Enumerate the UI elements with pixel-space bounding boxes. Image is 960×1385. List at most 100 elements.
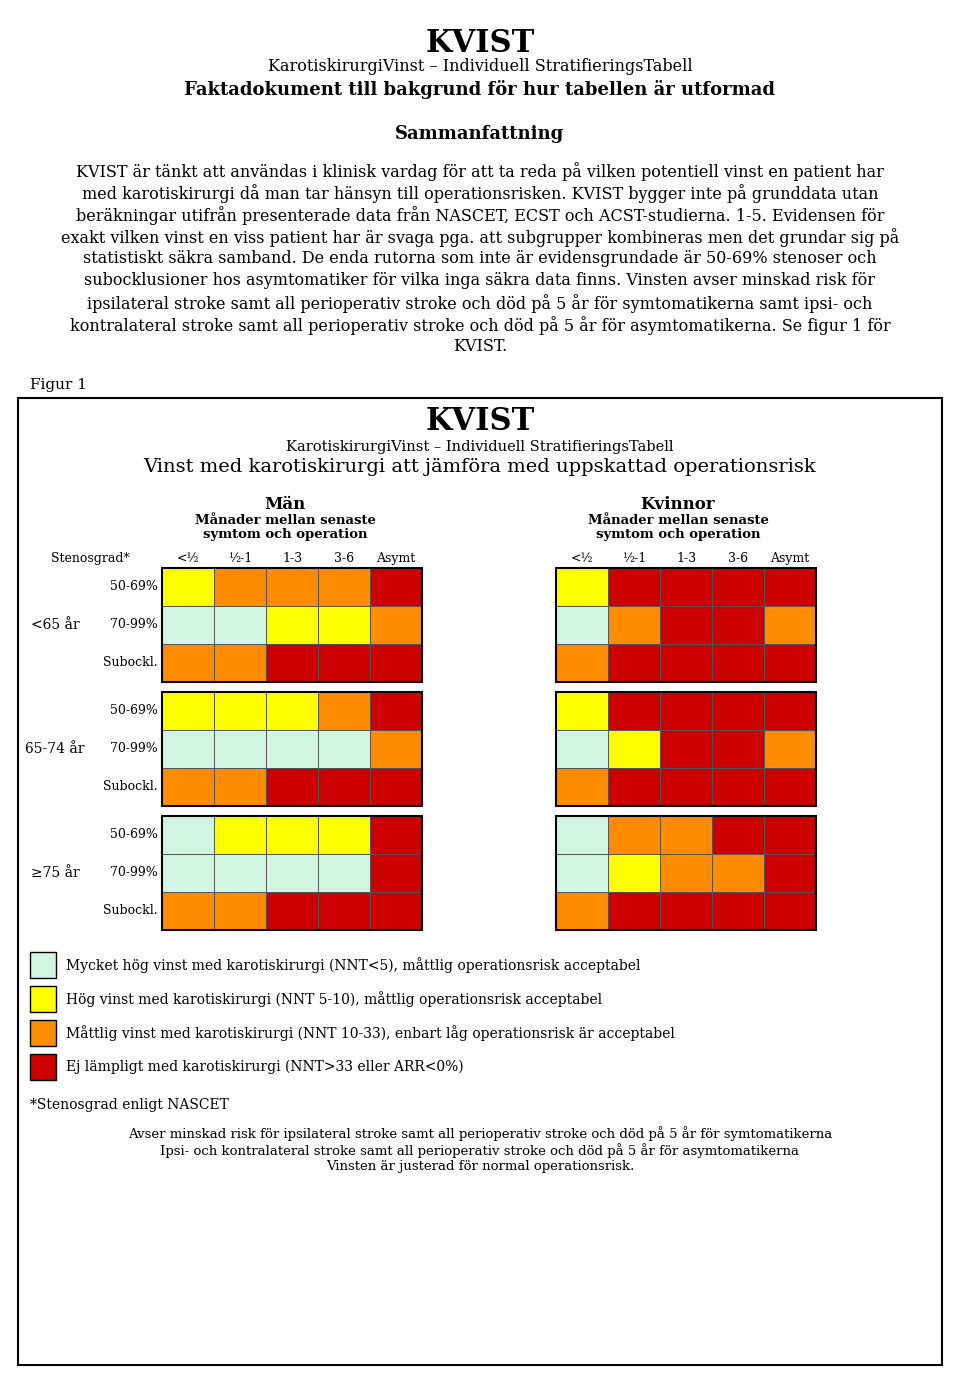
Bar (712, 816, 764, 855)
Bar (370, 816, 422, 855)
Bar (318, 644, 370, 681)
Text: <65 år: <65 år (31, 618, 80, 632)
Bar (162, 692, 214, 730)
Bar (318, 892, 370, 929)
Text: Hög vinst med karotiskirurgi (NNT 5-10), måttlig operationsrisk acceptabel: Hög vinst med karotiskirurgi (NNT 5-10),… (66, 992, 602, 1007)
Text: ½-1: ½-1 (622, 553, 646, 565)
Bar (30, 986, 56, 1012)
Bar (764, 568, 816, 607)
Bar (660, 692, 712, 730)
Bar (712, 892, 764, 929)
Bar (608, 644, 660, 681)
Bar (30, 1019, 56, 1046)
Bar (660, 855, 712, 892)
Bar (214, 892, 266, 929)
Text: Subockl.: Subockl. (104, 781, 158, 794)
Text: Subockl.: Subockl. (104, 904, 158, 917)
Text: KVIST: KVIST (425, 28, 535, 60)
Text: Vinsten är justerad för normal operationsrisk.: Vinsten är justerad för normal operation… (325, 1161, 635, 1173)
Bar (266, 644, 318, 681)
Bar (370, 644, 422, 681)
Bar (660, 607, 712, 644)
Text: beräkningar utifrån presenterade data från NASCET, ECST och ACST-studierna. 1-5.: beräkningar utifrån presenterade data fr… (76, 206, 884, 224)
Text: 70-99%: 70-99% (110, 619, 158, 632)
Text: KarotiskirurgiVinst – Individuell StratifieringsTabell: KarotiskirurgiVinst – Individuell Strati… (268, 58, 692, 75)
Bar (764, 692, 816, 730)
Text: Avser minskad risk för ipsilateral stroke samt all perioperativ stroke och död p: Avser minskad risk för ipsilateral strok… (128, 1126, 832, 1141)
Bar (162, 892, 214, 929)
Bar (556, 568, 608, 607)
Bar (764, 769, 816, 806)
Bar (608, 892, 660, 929)
Bar (370, 568, 422, 607)
Bar (266, 730, 318, 769)
Bar (712, 644, 764, 681)
Text: Månader mellan senaste: Månader mellan senaste (195, 514, 375, 528)
Text: Vinst med karotiskirurgi att jämföra med uppskattad operationsrisk: Vinst med karotiskirurgi att jämföra med… (144, 458, 816, 476)
Bar (214, 816, 266, 855)
Bar (608, 816, 660, 855)
FancyBboxPatch shape (18, 397, 942, 1366)
Bar (162, 568, 422, 681)
Text: Asymt: Asymt (770, 553, 809, 565)
Text: symtom och operation: symtom och operation (596, 528, 760, 542)
Text: statistiskt säkra samband. De enda rutorna som inte är evidensgrundade är 50-69%: statistiskt säkra samband. De enda rutor… (84, 251, 876, 267)
Bar (712, 730, 764, 769)
Bar (556, 644, 608, 681)
Text: 65-74 år: 65-74 år (25, 742, 84, 756)
Bar (660, 730, 712, 769)
Bar (556, 892, 608, 929)
Text: 70-99%: 70-99% (110, 742, 158, 755)
Bar (370, 769, 422, 806)
Bar (162, 855, 214, 892)
Bar (556, 816, 608, 855)
Text: Måttlig vinst med karotiskirurgi (NNT 10-33), enbart låg operationsrisk är accep: Måttlig vinst med karotiskirurgi (NNT 10… (66, 1025, 675, 1042)
Text: KVIST är tänkt att användas i klinisk vardag för att ta reda på vilken potentiel: KVIST är tänkt att användas i klinisk va… (76, 162, 884, 181)
Bar (30, 951, 56, 978)
Bar (214, 692, 266, 730)
Bar (266, 769, 318, 806)
Bar (608, 692, 660, 730)
Bar (608, 568, 660, 607)
Bar (318, 769, 370, 806)
Bar (162, 816, 214, 855)
Bar (30, 1054, 56, 1080)
Text: ≥75 år: ≥75 år (31, 866, 80, 879)
Bar (764, 730, 816, 769)
Bar (370, 607, 422, 644)
Bar (266, 607, 318, 644)
Bar (712, 607, 764, 644)
Text: 50-69%: 50-69% (110, 580, 158, 594)
Text: symtom och operation: symtom och operation (203, 528, 368, 542)
Bar (266, 692, 318, 730)
Bar (764, 816, 816, 855)
Bar (764, 607, 816, 644)
Bar (162, 730, 214, 769)
Text: 70-99%: 70-99% (110, 867, 158, 879)
Text: <½: <½ (177, 553, 200, 565)
Bar (214, 769, 266, 806)
Bar (318, 607, 370, 644)
Text: <½: <½ (570, 553, 593, 565)
Bar (162, 816, 422, 929)
Bar (712, 855, 764, 892)
Text: ½-1: ½-1 (228, 553, 252, 565)
Bar (318, 855, 370, 892)
Bar (214, 730, 266, 769)
Bar (266, 892, 318, 929)
Text: KVIST: KVIST (425, 406, 535, 438)
Bar (764, 855, 816, 892)
Bar (162, 568, 214, 607)
Bar (370, 730, 422, 769)
Text: med karotiskirurgi då man tar hänsyn till operationsrisken. KVIST bygger inte på: med karotiskirurgi då man tar hänsyn til… (82, 184, 878, 204)
Bar (608, 730, 660, 769)
Text: Stenosgrad*: Stenosgrad* (51, 553, 130, 565)
Text: Subockl.: Subockl. (104, 656, 158, 669)
Bar (556, 607, 608, 644)
Text: Män: Män (264, 496, 305, 512)
Text: exakt vilken vinst en viss patient har är svaga pga. att subgrupper kombineras m: exakt vilken vinst en viss patient har ä… (60, 229, 900, 247)
Text: 50-69%: 50-69% (110, 828, 158, 842)
Text: subocklusioner hos asymtomatiker för vilka inga säkra data finns. Vinsten avser : subocklusioner hos asymtomatiker för vil… (84, 271, 876, 289)
Bar (608, 607, 660, 644)
Bar (556, 692, 816, 806)
